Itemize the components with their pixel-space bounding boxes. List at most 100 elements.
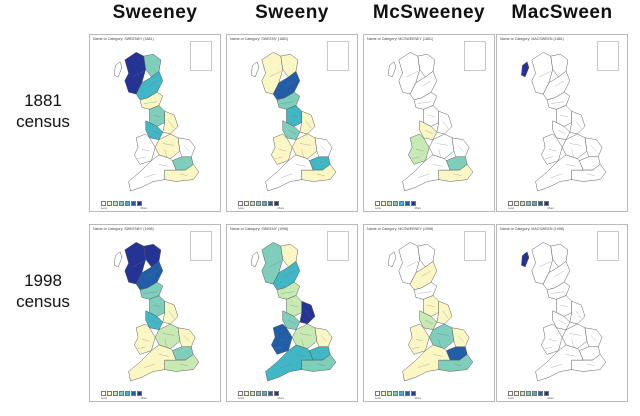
legend-swatch <box>119 391 124 396</box>
county-boundary <box>569 333 582 336</box>
legend-high-label: More <box>547 396 554 400</box>
county-boundary <box>442 310 449 319</box>
county-boundary <box>168 120 175 129</box>
shetland-islands-icon <box>328 42 358 212</box>
shetland-islands-icon <box>328 232 358 402</box>
shetland-islands-icon <box>598 42 628 212</box>
legend-swatch <box>131 201 136 206</box>
region-lancashire <box>552 120 571 140</box>
region-lancashire <box>282 310 301 330</box>
county-boundary <box>143 173 156 178</box>
county-boundary <box>153 114 161 118</box>
legend-swatch <box>399 391 404 396</box>
map-legend <box>101 391 142 396</box>
county-boundary <box>571 339 574 347</box>
county-boundary <box>550 363 563 368</box>
legend-swatch <box>538 201 543 206</box>
legend-labels: Less More <box>375 206 421 210</box>
legend-labels: Less More <box>508 206 554 210</box>
county-boundary <box>590 335 597 342</box>
map-legend <box>375 201 416 206</box>
county-boundary <box>138 346 146 349</box>
region-yorkshire <box>569 300 586 325</box>
panel-caption: Name or Category: SWEENY (1881) <box>230 37 289 41</box>
county-boundary <box>438 149 441 157</box>
county-boundary <box>436 143 449 146</box>
legend-swatch <box>250 391 255 396</box>
region-midlands <box>428 133 455 159</box>
legend-swatch <box>514 201 519 206</box>
county-boundary <box>415 149 424 152</box>
region-borders <box>546 281 571 300</box>
county-boundary <box>539 71 551 78</box>
legend-swatch <box>405 391 410 396</box>
map-panel-sweeney-1998: Name or Category: SWEENEY (1998) Less More <box>89 224 221 402</box>
legend-swatch <box>238 201 243 206</box>
map-panel-sweeny-1881: Name or Category: SWEENY (1881) Less More <box>226 34 358 212</box>
county-boundary <box>320 145 327 152</box>
county-boundary <box>147 270 158 277</box>
region-outer-hebrides <box>388 251 397 268</box>
county-boundary <box>421 80 432 87</box>
legend-swatch <box>268 391 273 396</box>
legend-swatch <box>387 391 392 396</box>
region-yorkshire <box>299 300 316 325</box>
county-boundary <box>415 339 424 342</box>
county-boundary <box>539 261 551 268</box>
county-boundary <box>295 354 306 357</box>
column-title-sweeny: Sweeny <box>255 2 329 23</box>
legend-swatch <box>238 391 243 396</box>
county-boundary <box>427 114 435 118</box>
legend-swatch <box>101 201 106 206</box>
county-boundary <box>548 339 557 342</box>
region-borders <box>276 281 301 300</box>
county-boundary <box>280 363 293 368</box>
legend-high-label: More <box>140 206 147 210</box>
legend-swatch <box>125 201 130 206</box>
legend-low-label: Less <box>101 396 107 400</box>
shetland-inset <box>190 41 212 71</box>
county-boundary <box>305 120 312 129</box>
region-borders <box>546 91 571 110</box>
county-boundary <box>132 261 144 268</box>
region-midlands <box>291 133 318 159</box>
county-boundary <box>288 320 297 325</box>
region-lancashire <box>419 310 438 330</box>
row-label-1998: 1998 census <box>0 270 86 312</box>
column-title-macsween: MacSween <box>511 2 613 23</box>
region-outer-hebrides <box>521 61 530 78</box>
legend-swatch <box>538 391 543 396</box>
legend-low-label: Less <box>238 206 244 210</box>
map-panel-macsween-1998: Name or Category: MACSWEEN (1998) Less Mor… <box>496 224 628 402</box>
county-boundary <box>406 71 418 78</box>
county-boundary <box>550 173 563 178</box>
region-south-east <box>438 354 474 372</box>
row-label-1881: 1881 census <box>0 90 86 132</box>
legend-swatch <box>131 391 136 396</box>
county-boundary <box>545 156 553 159</box>
county-boundary <box>442 120 449 129</box>
choropleth-map <box>521 52 607 192</box>
region-lancashire <box>552 310 571 330</box>
legend-swatch <box>520 391 525 396</box>
region-borders <box>139 91 164 110</box>
county-boundary <box>432 354 443 357</box>
panel-caption: Name or Category: MCSWEENEY (1998) <box>367 227 434 231</box>
county-boundary <box>571 149 574 157</box>
shetland-inset <box>464 231 486 261</box>
legend-swatch <box>508 201 513 206</box>
legend-swatch <box>250 201 255 206</box>
legend-high-label: More <box>414 206 421 210</box>
county-boundary <box>453 173 462 176</box>
region-south-west <box>265 344 314 382</box>
county-boundary <box>565 164 576 167</box>
legend-swatch <box>107 201 112 206</box>
legend-high-label: More <box>140 396 147 400</box>
region-yorkshire <box>162 300 179 325</box>
county-boundary <box>590 145 597 152</box>
county-boundary <box>151 130 160 135</box>
shetland-islands-icon <box>191 232 221 402</box>
legend-swatch <box>520 201 525 206</box>
county-boundary <box>586 363 595 366</box>
county-boundary <box>290 304 298 308</box>
